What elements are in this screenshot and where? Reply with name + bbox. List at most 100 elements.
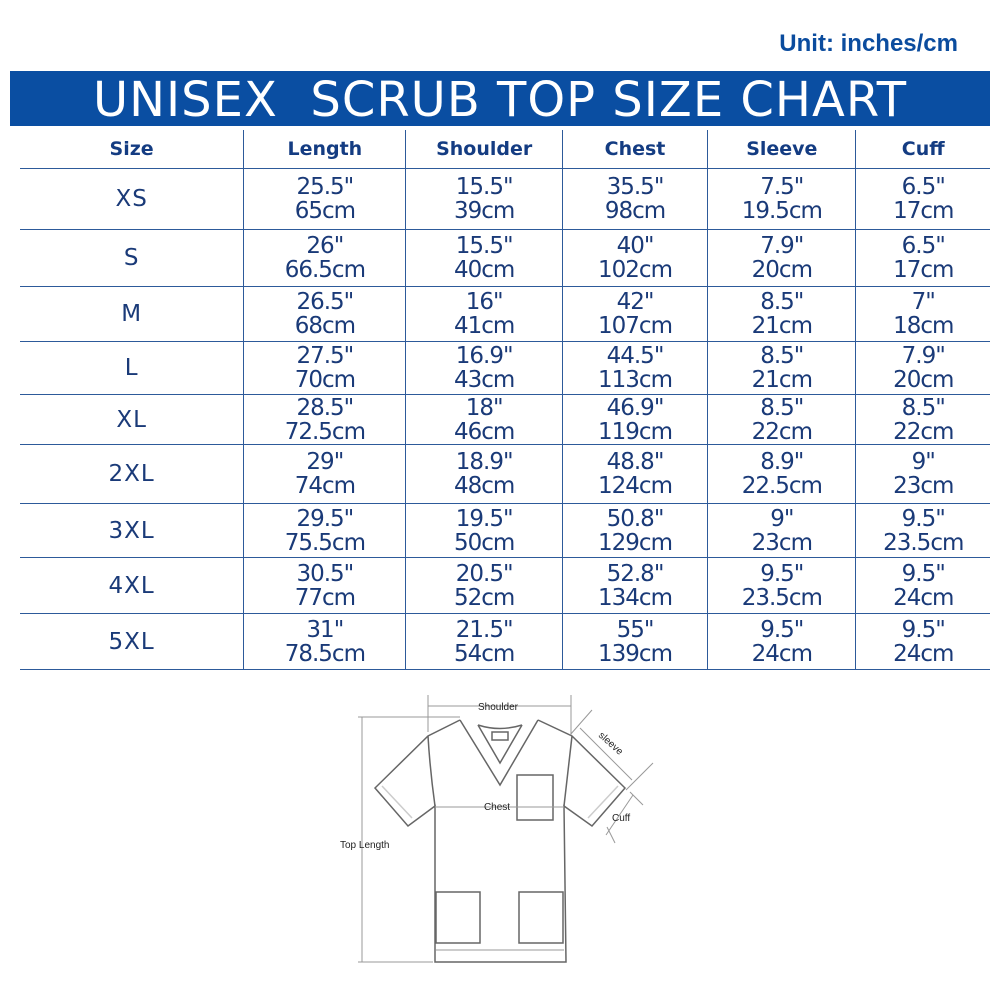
cm-value: 48cm — [453, 473, 515, 499]
cm-value: 139cm — [598, 640, 673, 667]
inch-value: 7.9" — [901, 343, 946, 369]
inch-value: 9" — [911, 449, 936, 475]
unit-label: Unit: inches/cm — [779, 30, 958, 57]
inch-value: 6.5" — [901, 233, 946, 259]
measurement-cell: 27.5" 70cm — [243, 341, 406, 395]
cm-value: 54cm — [453, 640, 515, 667]
top-length-label: Top Length — [340, 840, 390, 851]
inch-value: 15.5" — [455, 233, 514, 259]
measurement-cell: 30.5" 77cm — [243, 557, 406, 614]
measurement-cell: 9.5" 23.5cm — [855, 503, 990, 558]
scrub-top-diagram: Shoulder Chest Top Length Cuff sleeve — [340, 695, 654, 963]
table-row: 3XL 29.5" 75.5cm 19.5" 50cm 50.8" 129cm 9" 23cm 9… — [20, 503, 990, 558]
size-cell: XS — [20, 168, 244, 230]
inch-value: 42" — [616, 289, 655, 315]
measurement-cell: 9.5" 24cm — [855, 613, 990, 670]
inch-value: 35.5" — [606, 174, 665, 200]
cm-value: 43cm — [453, 367, 515, 393]
measurement-cell: 16.9" 43cm — [405, 341, 563, 395]
cm-value: 68cm — [294, 313, 356, 339]
measure-lines — [358, 695, 654, 963]
measurement-cell: 7.9" 20cm — [855, 341, 990, 395]
inch-value: 8.5" — [760, 289, 804, 315]
cm-value: 24cm — [751, 640, 813, 667]
cm-value: 70cm — [294, 367, 356, 393]
cm-value: 65cm — [294, 198, 356, 224]
cm-value: 21cm — [751, 367, 813, 393]
cm-value: 19.5cm — [741, 198, 823, 224]
cm-value: 24cm — [893, 584, 954, 611]
cm-value: 46cm — [453, 418, 515, 445]
cm-value: 22cm — [751, 418, 813, 445]
cm-value: 66.5cm — [284, 257, 366, 283]
cm-value: 23.5cm — [741, 584, 823, 611]
inch-value: 16" — [465, 289, 504, 315]
measurement-cell: 35.5" 98cm — [561, 168, 708, 230]
measurement-cell: 18.9" 48cm — [405, 444, 563, 504]
cm-value: 23cm — [751, 529, 813, 556]
cm-value: 50cm — [453, 529, 515, 556]
inch-value: 9.5" — [760, 560, 804, 587]
measurement-cell: 15.5" 39cm — [405, 168, 563, 230]
table-row: S 26" 66.5cm 15.5" 40cm 40" 102cm 7.9" 20cm 6.5" 1… — [20, 229, 990, 287]
inch-value: 7.9" — [760, 233, 804, 259]
inch-value: 16.9" — [455, 343, 514, 369]
cm-value: 78.5cm — [284, 640, 366, 667]
cm-value: 40cm — [453, 257, 515, 283]
measurement-cell: 40" 102cm — [561, 229, 708, 287]
inch-value: 27.5" — [296, 343, 354, 369]
sleeve-label: sleeve — [596, 730, 625, 758]
measurement-cell: 46.9" 119cm — [561, 394, 708, 445]
measurement-cell: 42" 107cm — [561, 286, 708, 342]
size-cell: 3XL — [20, 503, 244, 558]
measurement-cell: 7" 18cm — [855, 286, 990, 342]
cm-value: 23cm — [893, 473, 954, 499]
cm-value: 18cm — [893, 313, 954, 339]
cm-value: 52cm — [453, 584, 515, 611]
inch-value: 28.5" — [296, 394, 354, 421]
cm-value: 20cm — [751, 257, 813, 283]
size-cell: S — [20, 229, 244, 287]
chest-label: Chest — [484, 802, 510, 813]
measurement-cell: 52.8" 134cm — [561, 557, 708, 614]
measurement-cell: 7.5" 19.5cm — [707, 168, 856, 230]
measurement-cell: 48.8" 124cm — [561, 444, 708, 504]
inch-value: 20.5" — [455, 560, 514, 587]
cm-value: 22.5cm — [741, 473, 823, 499]
inch-value: 8.5" — [901, 394, 946, 421]
cm-value: 129cm — [598, 529, 673, 556]
cm-value: 41cm — [453, 313, 515, 339]
measurement-cell: 9.5" 23.5cm — [707, 557, 856, 614]
inch-value: 30.5" — [296, 560, 354, 587]
size-cell: 4XL — [20, 557, 244, 614]
cm-value: 124cm — [598, 473, 673, 499]
measurement-cell: 6.5" 17cm — [855, 168, 990, 230]
column-header-length: Length — [243, 130, 406, 169]
measurement-cell: 8.9" 22.5cm — [707, 444, 856, 504]
size-cell: 2XL — [20, 444, 244, 504]
inch-value: 9.5" — [901, 560, 946, 587]
cm-value: 74cm — [294, 473, 356, 499]
cm-value: 23.5cm — [883, 529, 964, 556]
size-cell: L — [20, 341, 244, 395]
column-header-sleeve: Sleeve — [707, 130, 856, 169]
inch-value: 26.5" — [296, 289, 354, 315]
measurement-cell: 19.5" 50cm — [405, 503, 563, 558]
measurement-cell: 8.5" 21cm — [707, 341, 856, 395]
measurement-cell: 31" 78.5cm — [243, 613, 406, 670]
inch-value: 46.9" — [606, 394, 665, 421]
measurement-cell: 7.9" 20cm — [707, 229, 856, 287]
chart-title: UNISEX SCRUB TOP SIZE CHART — [10, 71, 990, 128]
size-cell: 5XL — [20, 613, 244, 670]
measurement-cell: 9.5" 24cm — [707, 613, 856, 670]
inch-value: 18" — [465, 394, 504, 421]
measurement-cell: 8.5" 22cm — [855, 394, 990, 445]
inch-value: 40" — [616, 233, 655, 259]
inch-value: 8.5" — [760, 394, 804, 421]
inch-value: 31" — [306, 616, 344, 643]
table-row: XS 25.5" 65cm 15.5" 39cm 35.5" 98cm 7.5" 19.5cm 6… — [20, 168, 990, 230]
measurement-cell: 29.5" 75.5cm — [243, 503, 406, 558]
inch-value: 50.8" — [606, 505, 665, 532]
measurement-cell: 26" 66.5cm — [243, 229, 406, 287]
measurement-cell: 16" 41cm — [405, 286, 563, 342]
